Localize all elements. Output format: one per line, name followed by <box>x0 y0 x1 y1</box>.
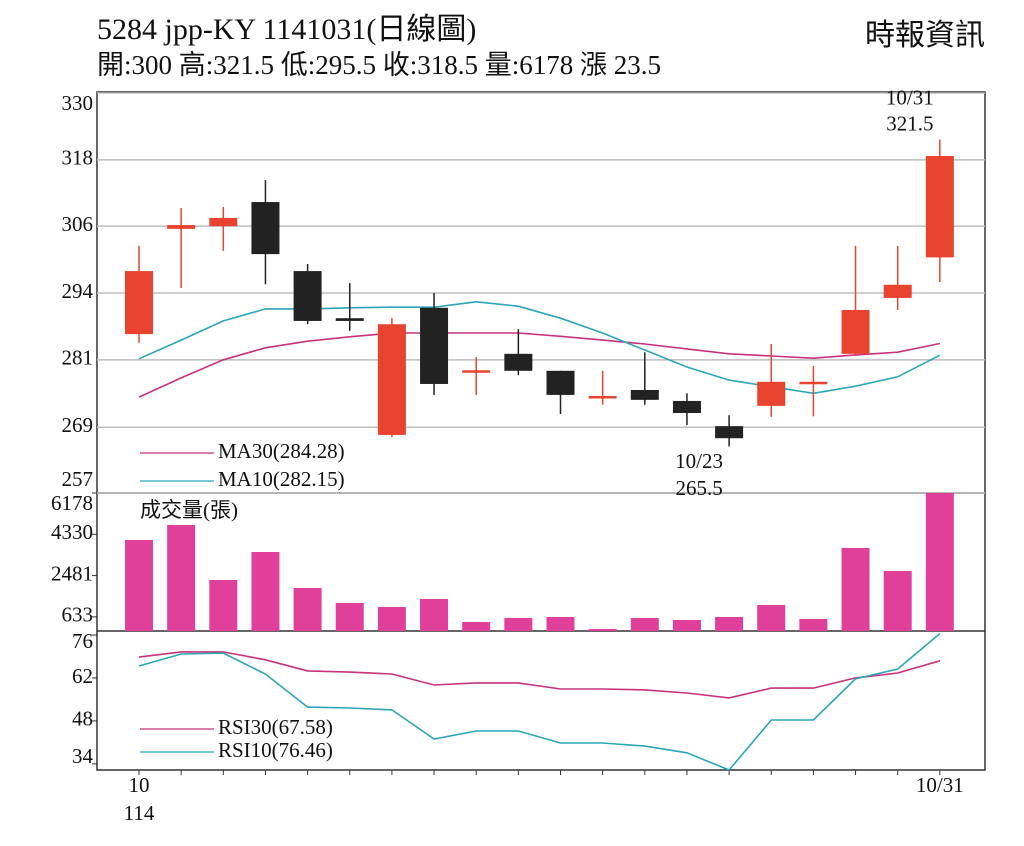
source: 時報資訊 <box>865 19 985 52</box>
y-tick-label: 306 <box>62 212 94 236</box>
candle-body <box>630 389 659 400</box>
candle-body <box>841 309 870 354</box>
annotation-date: 10/23 <box>675 449 723 473</box>
candle-body <box>251 202 280 255</box>
y-tick-label: 330 <box>62 91 94 115</box>
candle-body <box>883 284 912 298</box>
plot-frame <box>96 91 986 771</box>
y-tick-label: 2481 <box>51 561 93 585</box>
volume-bar <box>672 620 701 631</box>
y-tick-label: 281 <box>62 346 94 370</box>
legend-label: RSI30(67.58) <box>218 715 333 739</box>
y-tick-label: 48 <box>72 707 93 731</box>
candle-body <box>588 396 617 399</box>
ma-line <box>138 332 941 398</box>
y-tick-label: 76 <box>72 629 93 653</box>
legend-label: MA30(284.28) <box>218 439 345 463</box>
volume-bar <box>504 617 533 631</box>
candle-body <box>799 381 828 385</box>
chart-subtitle: 開:300 高:321.5 低:295.5 收:318.5 量:6178 漲 2… <box>97 50 661 80</box>
y-tick-label: 633 <box>62 603 94 627</box>
volume-bar <box>546 616 575 631</box>
candle-body <box>293 271 322 321</box>
ma-line <box>138 300 941 395</box>
panel-title: 成交量(張) <box>140 498 238 522</box>
volume-bar <box>293 588 322 631</box>
volume-bar <box>377 607 406 631</box>
volume-bar <box>335 603 364 631</box>
volume-bar <box>420 598 449 631</box>
volume-bar <box>841 547 870 631</box>
candle-body <box>125 271 153 335</box>
volume-bar <box>799 619 828 631</box>
y-tick-label: 318 <box>62 146 94 170</box>
volume-bar <box>883 571 912 631</box>
candle-body <box>335 318 364 321</box>
volume-bar <box>251 551 280 631</box>
rsi-line <box>138 632 941 771</box>
annotation-value: 321.5 <box>886 111 933 135</box>
candle-body <box>715 426 744 439</box>
candle-body <box>757 381 786 406</box>
candle-body <box>504 353 533 371</box>
candle-body <box>546 370 575 395</box>
volume-bar <box>925 493 954 631</box>
y-tick-label: 6178 <box>51 491 93 515</box>
candle-body <box>209 217 238 227</box>
volume-bar <box>209 580 238 631</box>
volume-bar <box>588 628 617 631</box>
y-tick-label: 294 <box>62 279 94 303</box>
annotation-date: 10/31 <box>886 85 934 109</box>
chart-title: 5284 jpp-KY 1141031(日線圖) <box>97 13 476 46</box>
volume-bar <box>167 525 196 631</box>
volume-bar <box>757 604 786 631</box>
x-tick-label: 10/31 <box>916 773 964 797</box>
volume-bar <box>462 621 491 631</box>
legend-label: MA10(282.15) <box>218 467 345 491</box>
legend-label: RSI10(76.46) <box>218 738 333 762</box>
x-tick-label: 10 114 <box>124 773 155 825</box>
candle-body <box>925 156 954 258</box>
candle-body <box>167 225 196 229</box>
y-tick-label: 62 <box>72 664 93 688</box>
y-tick-label: 257 <box>62 467 94 491</box>
y-tick-label: 269 <box>62 413 94 437</box>
volume-bar <box>630 617 659 631</box>
candle-body <box>672 400 701 413</box>
annotation-value: 265.5 <box>675 476 722 500</box>
volume-bar <box>125 539 153 631</box>
candle-body <box>377 324 406 435</box>
y-tick-label: 4330 <box>51 520 93 544</box>
rsi-line <box>138 651 941 699</box>
candle-body <box>462 370 491 373</box>
y-tick-label: 34 <box>72 744 94 768</box>
candle-body <box>420 307 449 384</box>
volume-bar <box>715 616 744 631</box>
